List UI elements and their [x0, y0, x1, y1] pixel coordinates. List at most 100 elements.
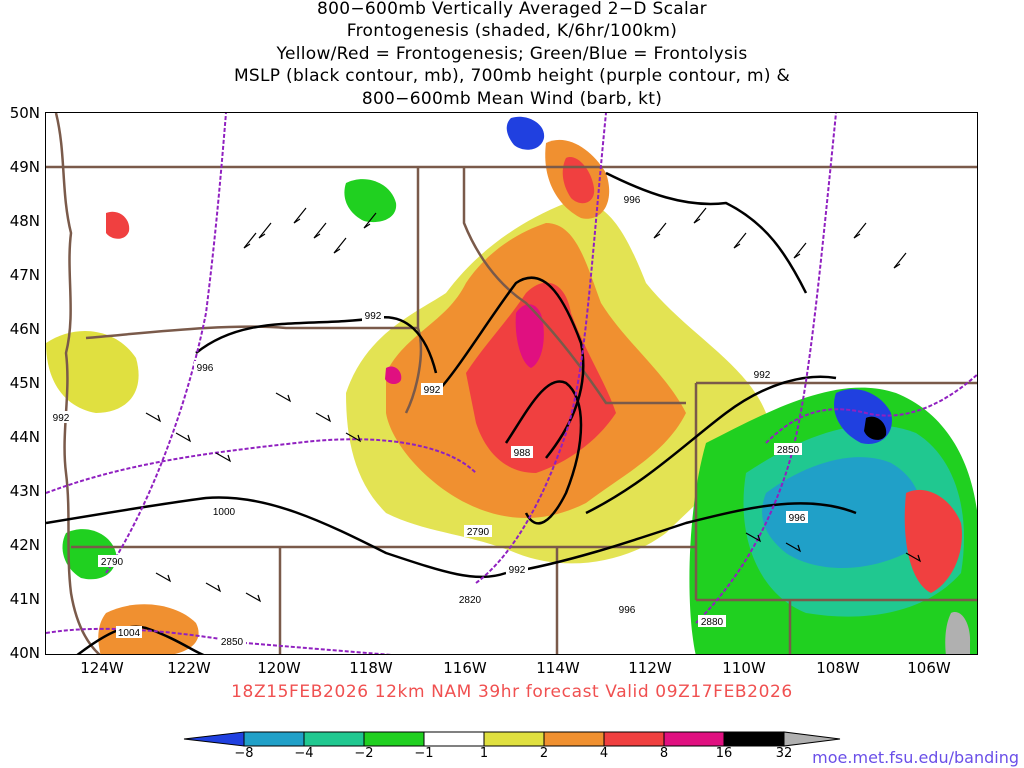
- wind-barbs: [145, 207, 922, 603]
- colorbar-label: 16: [715, 746, 733, 761]
- colorbar-label: −4: [294, 746, 314, 761]
- mslp-label: 1000: [213, 507, 236, 518]
- mslp-label: 996: [619, 605, 636, 616]
- wind-barb: [745, 532, 922, 563]
- lon-label-110w: 110W: [722, 659, 766, 677]
- title-line-2: Frontogenesis (shaded, K/6hr/100km): [346, 21, 678, 41]
- mslp-contour-1004: [76, 625, 205, 654]
- colorbar-seg-white: [423, 731, 485, 747]
- lon-label-124w: 124W: [80, 659, 124, 677]
- colorbar-label: −1: [414, 746, 434, 761]
- shade-red-north: [562, 157, 595, 204]
- mslp-label-edge: 992: [53, 413, 70, 424]
- colorbar-label: 1: [479, 746, 489, 761]
- shade-green-north: [344, 179, 397, 223]
- lat-label-40n: 40N: [9, 644, 40, 662]
- height-label: 2850: [221, 637, 244, 648]
- height-label: 2850: [777, 445, 800, 456]
- wind-barb: [275, 392, 362, 443]
- shade-red-east: [904, 489, 962, 593]
- mslp-label: 988: [514, 448, 531, 459]
- lat-label-46n: 46N: [9, 320, 40, 338]
- lat-label-43n: 43N: [9, 482, 40, 500]
- height-contour-2820: [475, 113, 607, 584]
- shade-magenta-central: [515, 304, 544, 368]
- title-line-5: 800−600mb Mean Wind (barb, kt): [361, 89, 663, 109]
- wind-barb: [243, 207, 307, 249]
- border-wa-or: [85, 325, 418, 340]
- wind-barb: [653, 207, 747, 249]
- colorbar-label: −2: [354, 746, 374, 761]
- wind-barb: [145, 412, 232, 463]
- colorbar-label: 2: [539, 746, 549, 761]
- lat-label-44n: 44N: [9, 428, 40, 446]
- shade-green-west: [62, 529, 117, 580]
- title-line-3: Yellow/Red = Frontogenesis; Green/Blue =…: [276, 44, 748, 64]
- colorbar-seg-orange: [543, 731, 605, 747]
- political-borders: [46, 113, 977, 654]
- lon-label-114w: 114W: [536, 659, 580, 677]
- mslp-label: 996: [789, 513, 806, 524]
- mslp-label: 996: [197, 363, 214, 374]
- colorbar-seg-magenta: [663, 731, 725, 747]
- mslp-contour-north: [605, 171, 808, 294]
- colorbar-seg-teal: [303, 731, 365, 747]
- lon-label-108w: 108W: [816, 659, 860, 677]
- mslp-label: 996: [624, 195, 641, 206]
- height-label: 2880: [701, 617, 724, 628]
- lon-label-112w: 112W: [628, 659, 672, 677]
- mslp-label: 992: [754, 370, 771, 381]
- mslp-label: 992: [424, 385, 441, 396]
- border-idaho-west: [404, 167, 423, 414]
- colorbar-seg-blue-arrow: [183, 731, 245, 747]
- frontogenesis-shading: [46, 116, 977, 654]
- height-label: 2790: [101, 557, 124, 568]
- mslp-contour-1000: [46, 496, 507, 579]
- border-idaho-mt: [462, 167, 686, 405]
- lon-label-116w: 116W: [443, 659, 487, 677]
- height-label: 2820: [459, 595, 482, 606]
- wind-barb: [155, 572, 262, 603]
- map-panel: 992 996 992 992 988 996 1000 992 996 996…: [45, 112, 978, 655]
- colorbar-seg-green: [363, 731, 425, 747]
- lat-label-45n: 45N: [9, 374, 40, 392]
- shade-magenta-small-center: [385, 366, 402, 385]
- colorbar-seg-black: [723, 731, 785, 747]
- height-contour-2850-west: [105, 113, 227, 574]
- source-url[interactable]: moe.met.fsu.edu/banding: [812, 748, 1019, 767]
- shade-red-central: [466, 282, 616, 473]
- shade-black-east: [864, 416, 887, 440]
- colorbar-label: 32: [775, 746, 793, 761]
- mslp-contour-996: [195, 315, 438, 374]
- colorbar-graphic: [183, 731, 841, 747]
- lon-label-118w: 118W: [349, 659, 393, 677]
- lat-label-50n: 50N: [9, 104, 40, 122]
- colorbar-seg-gray-arrow: [783, 731, 841, 747]
- shade-yellow-west: [46, 331, 139, 413]
- colorbar-label: 4: [599, 746, 609, 761]
- mslp-label: 992: [509, 565, 526, 576]
- title-line-4: MSLP (black contour, mb), 700mb height (…: [233, 66, 791, 86]
- forecast-valid-line: 18Z15FEB2026 12km NAM 39hr forecast Vali…: [231, 682, 793, 702]
- shade-blue-north: [506, 116, 545, 150]
- height-contour-2850-east: [765, 373, 977, 444]
- contour-value-labels: 992 996 992 992 988 996 1000 992 996 996…: [50, 193, 808, 648]
- mslp-label: 1004: [118, 628, 141, 639]
- height-contour-2790: [46, 438, 477, 494]
- mslp-contours: [46, 171, 857, 654]
- title-line-1: 800−600mb Vertically Averaged 2−D Scalar: [317, 0, 707, 19]
- lon-label-122w: 122W: [167, 659, 211, 677]
- lat-label-42n: 42N: [9, 536, 40, 554]
- shade-red-small-west: [106, 211, 130, 239]
- mslp-contour-996-south: [505, 502, 857, 575]
- wind-barb: [313, 212, 377, 254]
- shade-gray-southeast: [945, 612, 971, 654]
- colorbar-label: 8: [659, 746, 669, 761]
- wind-barb: [793, 222, 907, 269]
- colorbar-seg-lightblue: [243, 731, 305, 747]
- colorbar-seg-yellow: [483, 731, 545, 747]
- lon-label-106w: 106W: [907, 659, 951, 677]
- frontogenesis-map: 992 996 992 992 988 996 1000 992 996 996…: [46, 113, 977, 654]
- lat-label-47n: 47N: [9, 266, 40, 284]
- coastline-west: [54, 113, 101, 654]
